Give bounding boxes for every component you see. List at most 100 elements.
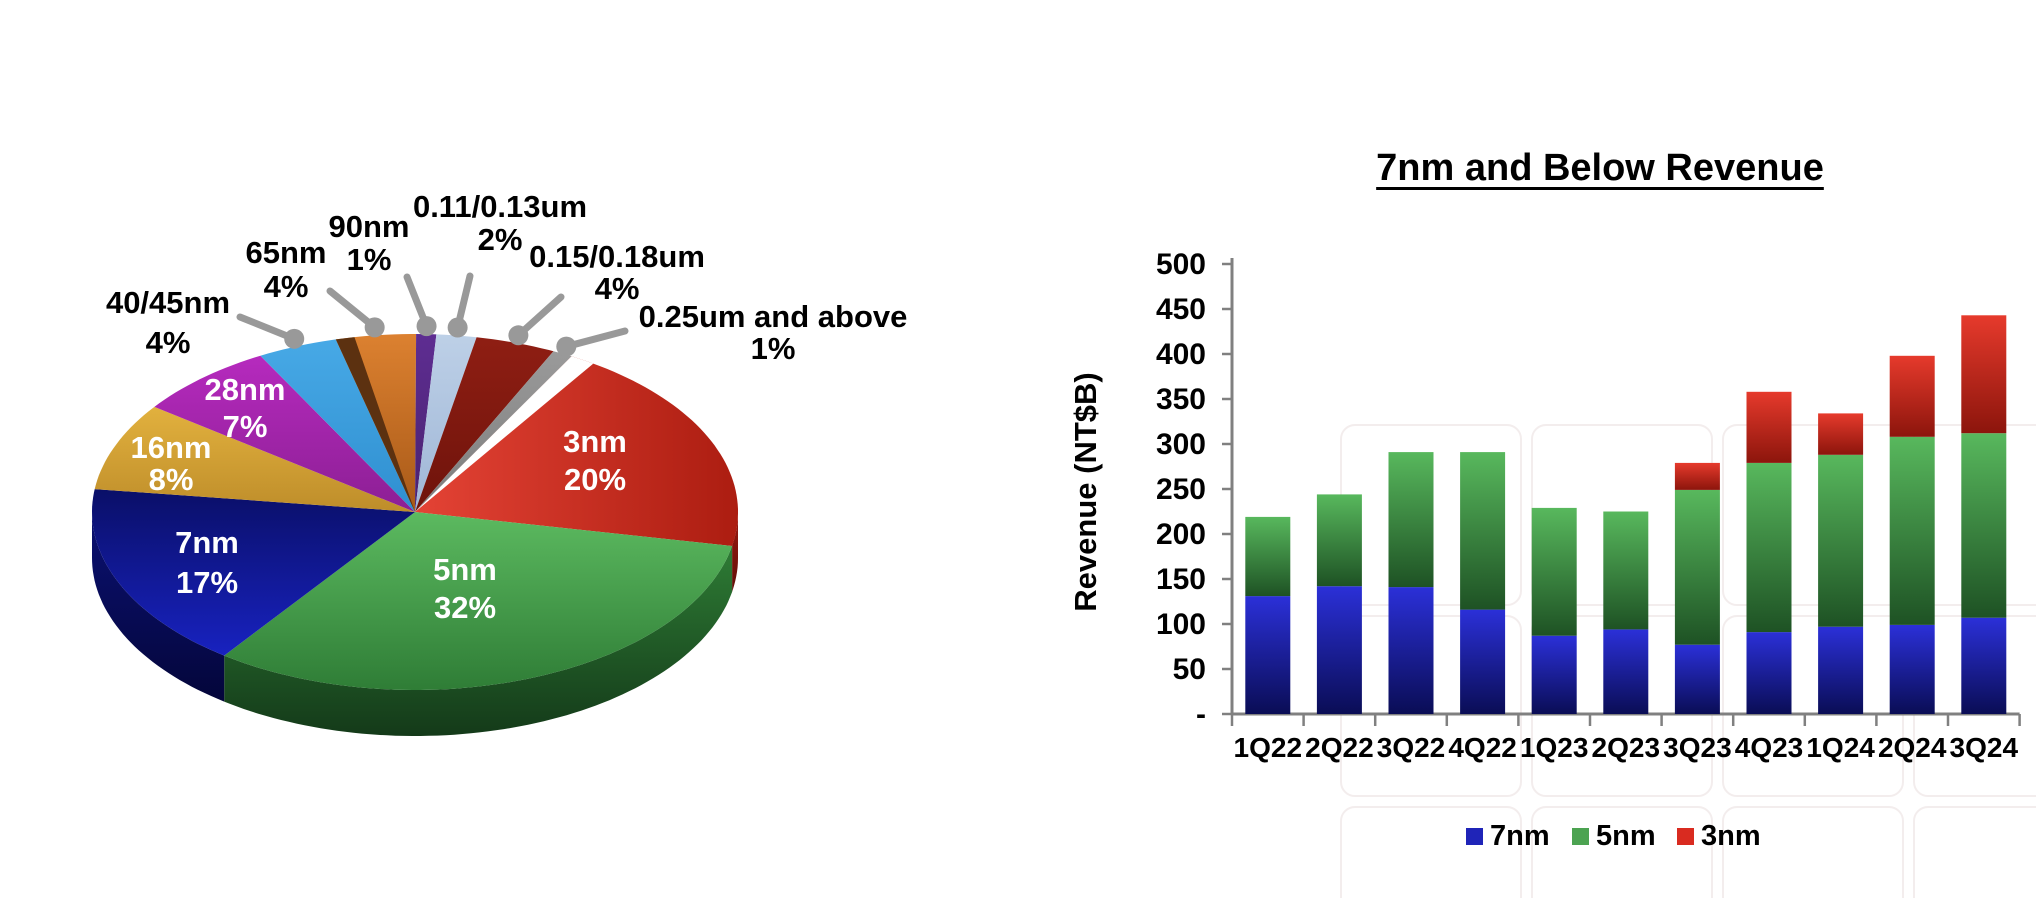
pie-pct-7nm: 17% <box>176 565 238 600</box>
y-tick-label: 500 <box>1156 248 1206 281</box>
bar-segment-7nm-2Q22 <box>1316 586 1362 714</box>
bar-segment-5nm-1Q22 <box>1245 516 1291 597</box>
pie-leader-dot-65nm <box>364 317 385 338</box>
bar-segment-3nm-4Q23 <box>1746 391 1792 463</box>
x-tick-label-1Q23: 1Q23 <box>1520 732 1589 763</box>
pie-slice-0.15/0.18um <box>415 337 554 512</box>
legend-swatch-7nm <box>1466 828 1483 845</box>
bar-segment-5nm-3Q22 <box>1388 452 1434 588</box>
bar-segment-7nm-4Q23 <box>1746 632 1792 714</box>
bar-segment-3nm-2Q24 <box>1889 355 1935 437</box>
legend-swatch-3nm <box>1677 828 1694 845</box>
x-tick-label-2Q23: 2Q23 <box>1592 732 1661 763</box>
pie-slice-90nm <box>415 334 437 512</box>
bar-segment-5nm-4Q22 <box>1460 452 1506 610</box>
bar-segment-7nm-1Q22 <box>1245 596 1291 714</box>
pie-pct-3nm: 20% <box>564 462 626 497</box>
pie-slice-wall-3nm <box>732 512 738 592</box>
pie-label-90nm: 90nm <box>329 209 410 244</box>
pie-slice-40/45nm <box>260 339 415 512</box>
bar-segment-5nm-4Q23 <box>1746 462 1792 633</box>
background-tile <box>1913 806 2036 898</box>
pie-label-0.11/0.13um: 0.11/0.13um <box>413 189 587 224</box>
legend-label-3nm: 3nm <box>1701 820 1761 852</box>
pie-leader-dot-0.15/0.18um <box>508 325 529 346</box>
legend-item-3nm: 3nm <box>1677 820 1761 853</box>
bar-segment-3nm-3Q24 <box>1961 315 2007 434</box>
pie-label-5nm: 5nm <box>433 552 497 587</box>
pie-slice-0.11/0.13um <box>415 334 477 512</box>
pie-label-16nm: 16nm <box>131 430 212 465</box>
pie-pct-16nm: 8% <box>149 462 194 497</box>
bar-segment-7nm-1Q23 <box>1531 635 1577 714</box>
pie-label-40/45nm: 40/45nm <box>106 285 230 320</box>
pie-slice-16nm <box>94 406 415 512</box>
y-tick-label: 450 <box>1156 293 1206 326</box>
x-tick-label-4Q23: 4Q23 <box>1735 732 1804 763</box>
pie-gap-wedge <box>415 356 594 512</box>
x-tick-label-3Q23: 3Q23 <box>1663 732 1732 763</box>
pie-pct-0.11/0.13um: 2% <box>478 222 523 257</box>
background-tile <box>1340 806 1522 898</box>
x-tick-label-4Q22: 4Q22 <box>1448 732 1517 763</box>
x-tick-label-1Q22: 1Q22 <box>1234 732 1303 763</box>
bar-segment-7nm-2Q24 <box>1889 624 1935 714</box>
pie-leader-dot-0.25um and above <box>556 336 577 357</box>
pie-pct-65nm: 4% <box>264 269 309 304</box>
bar-segment-7nm-1Q24 <box>1818 626 1864 714</box>
bar-segment-5nm-2Q24 <box>1889 436 1935 625</box>
pie-leader-dot-90nm <box>416 316 437 337</box>
pie-label-0.25um and above: 0.25um and above <box>639 299 908 334</box>
legend-item-7nm: 7nm <box>1466 820 1550 853</box>
y-tick-label: 200 <box>1156 518 1206 551</box>
pie-slice-3nm <box>415 356 738 546</box>
background-tile <box>1722 806 1904 898</box>
legend-label-7nm: 7nm <box>1490 820 1550 852</box>
pie-slice-7nm <box>92 489 415 656</box>
bar-segment-7nm-2Q23 <box>1603 629 1649 714</box>
pie-pct-5nm: 32% <box>434 590 496 625</box>
y-tick-label: 250 <box>1156 473 1206 506</box>
pie-label-65nm: 65nm <box>246 235 327 270</box>
y-tick-label: 50 <box>1173 653 1206 686</box>
bar-segment-5nm-3Q23 <box>1674 489 1720 645</box>
y-axis-title: Revenue (NT$B) <box>1068 372 1103 612</box>
bar-chart-title-text: 7nm and Below Revenue <box>1376 147 1824 189</box>
y-tick-label: 400 <box>1156 338 1206 371</box>
bar-segment-3nm-3Q23 <box>1674 462 1720 490</box>
x-tick-label-1Q24: 1Q24 <box>1806 732 1875 763</box>
y-tick-label: 350 <box>1156 383 1206 416</box>
pie-shade-wedge <box>335 337 415 512</box>
pie-pct-0.15/0.18um: 4% <box>595 271 640 306</box>
pie-label-0.15/0.18um: 0.15/0.18um <box>529 239 705 274</box>
y-tick-label: 100 <box>1156 608 1206 641</box>
pie-chart: 3nm20%5nm32%7nm17%16nm8%28nm7%40/45nm4%6… <box>92 189 907 736</box>
bar-segment-5nm-1Q24 <box>1818 454 1864 627</box>
pie-slice-wall-5nm <box>224 546 733 736</box>
pie-slice-0.25um and above <box>415 351 572 512</box>
pie-slice-wall-7nm <box>92 512 225 702</box>
bar-chart-title: 7nm and Below Revenue <box>1200 147 2000 190</box>
bar-segment-7nm-3Q24 <box>1961 617 2007 714</box>
bar-segment-7nm-3Q22 <box>1388 587 1434 714</box>
legend-label-5nm: 5nm <box>1596 820 1656 852</box>
y-tick-label: 300 <box>1156 428 1206 461</box>
x-tick-label-3Q22: 3Q22 <box>1377 732 1446 763</box>
pie-slice-5nm <box>224 512 733 690</box>
bar-segment-7nm-4Q22 <box>1460 609 1506 714</box>
bar-segment-5nm-3Q24 <box>1961 433 2007 618</box>
pie-pct-40/45nm: 4% <box>146 325 191 360</box>
y-tick-label: - <box>1196 698 1206 731</box>
bar-segment-5nm-2Q23 <box>1603 511 1649 630</box>
pie-pct-90nm: 1% <box>347 242 392 277</box>
y-tick-label: 150 <box>1156 563 1206 596</box>
x-tick-label-2Q22: 2Q22 <box>1305 732 1374 763</box>
bar-segment-5nm-1Q23 <box>1531 507 1577 636</box>
x-tick-label-2Q24: 2Q24 <box>1878 732 1947 763</box>
x-tick-label-3Q24: 3Q24 <box>1950 732 2019 763</box>
pie-label-3nm: 3nm <box>563 424 627 459</box>
pie-pct-0.25um and above: 1% <box>751 331 796 366</box>
